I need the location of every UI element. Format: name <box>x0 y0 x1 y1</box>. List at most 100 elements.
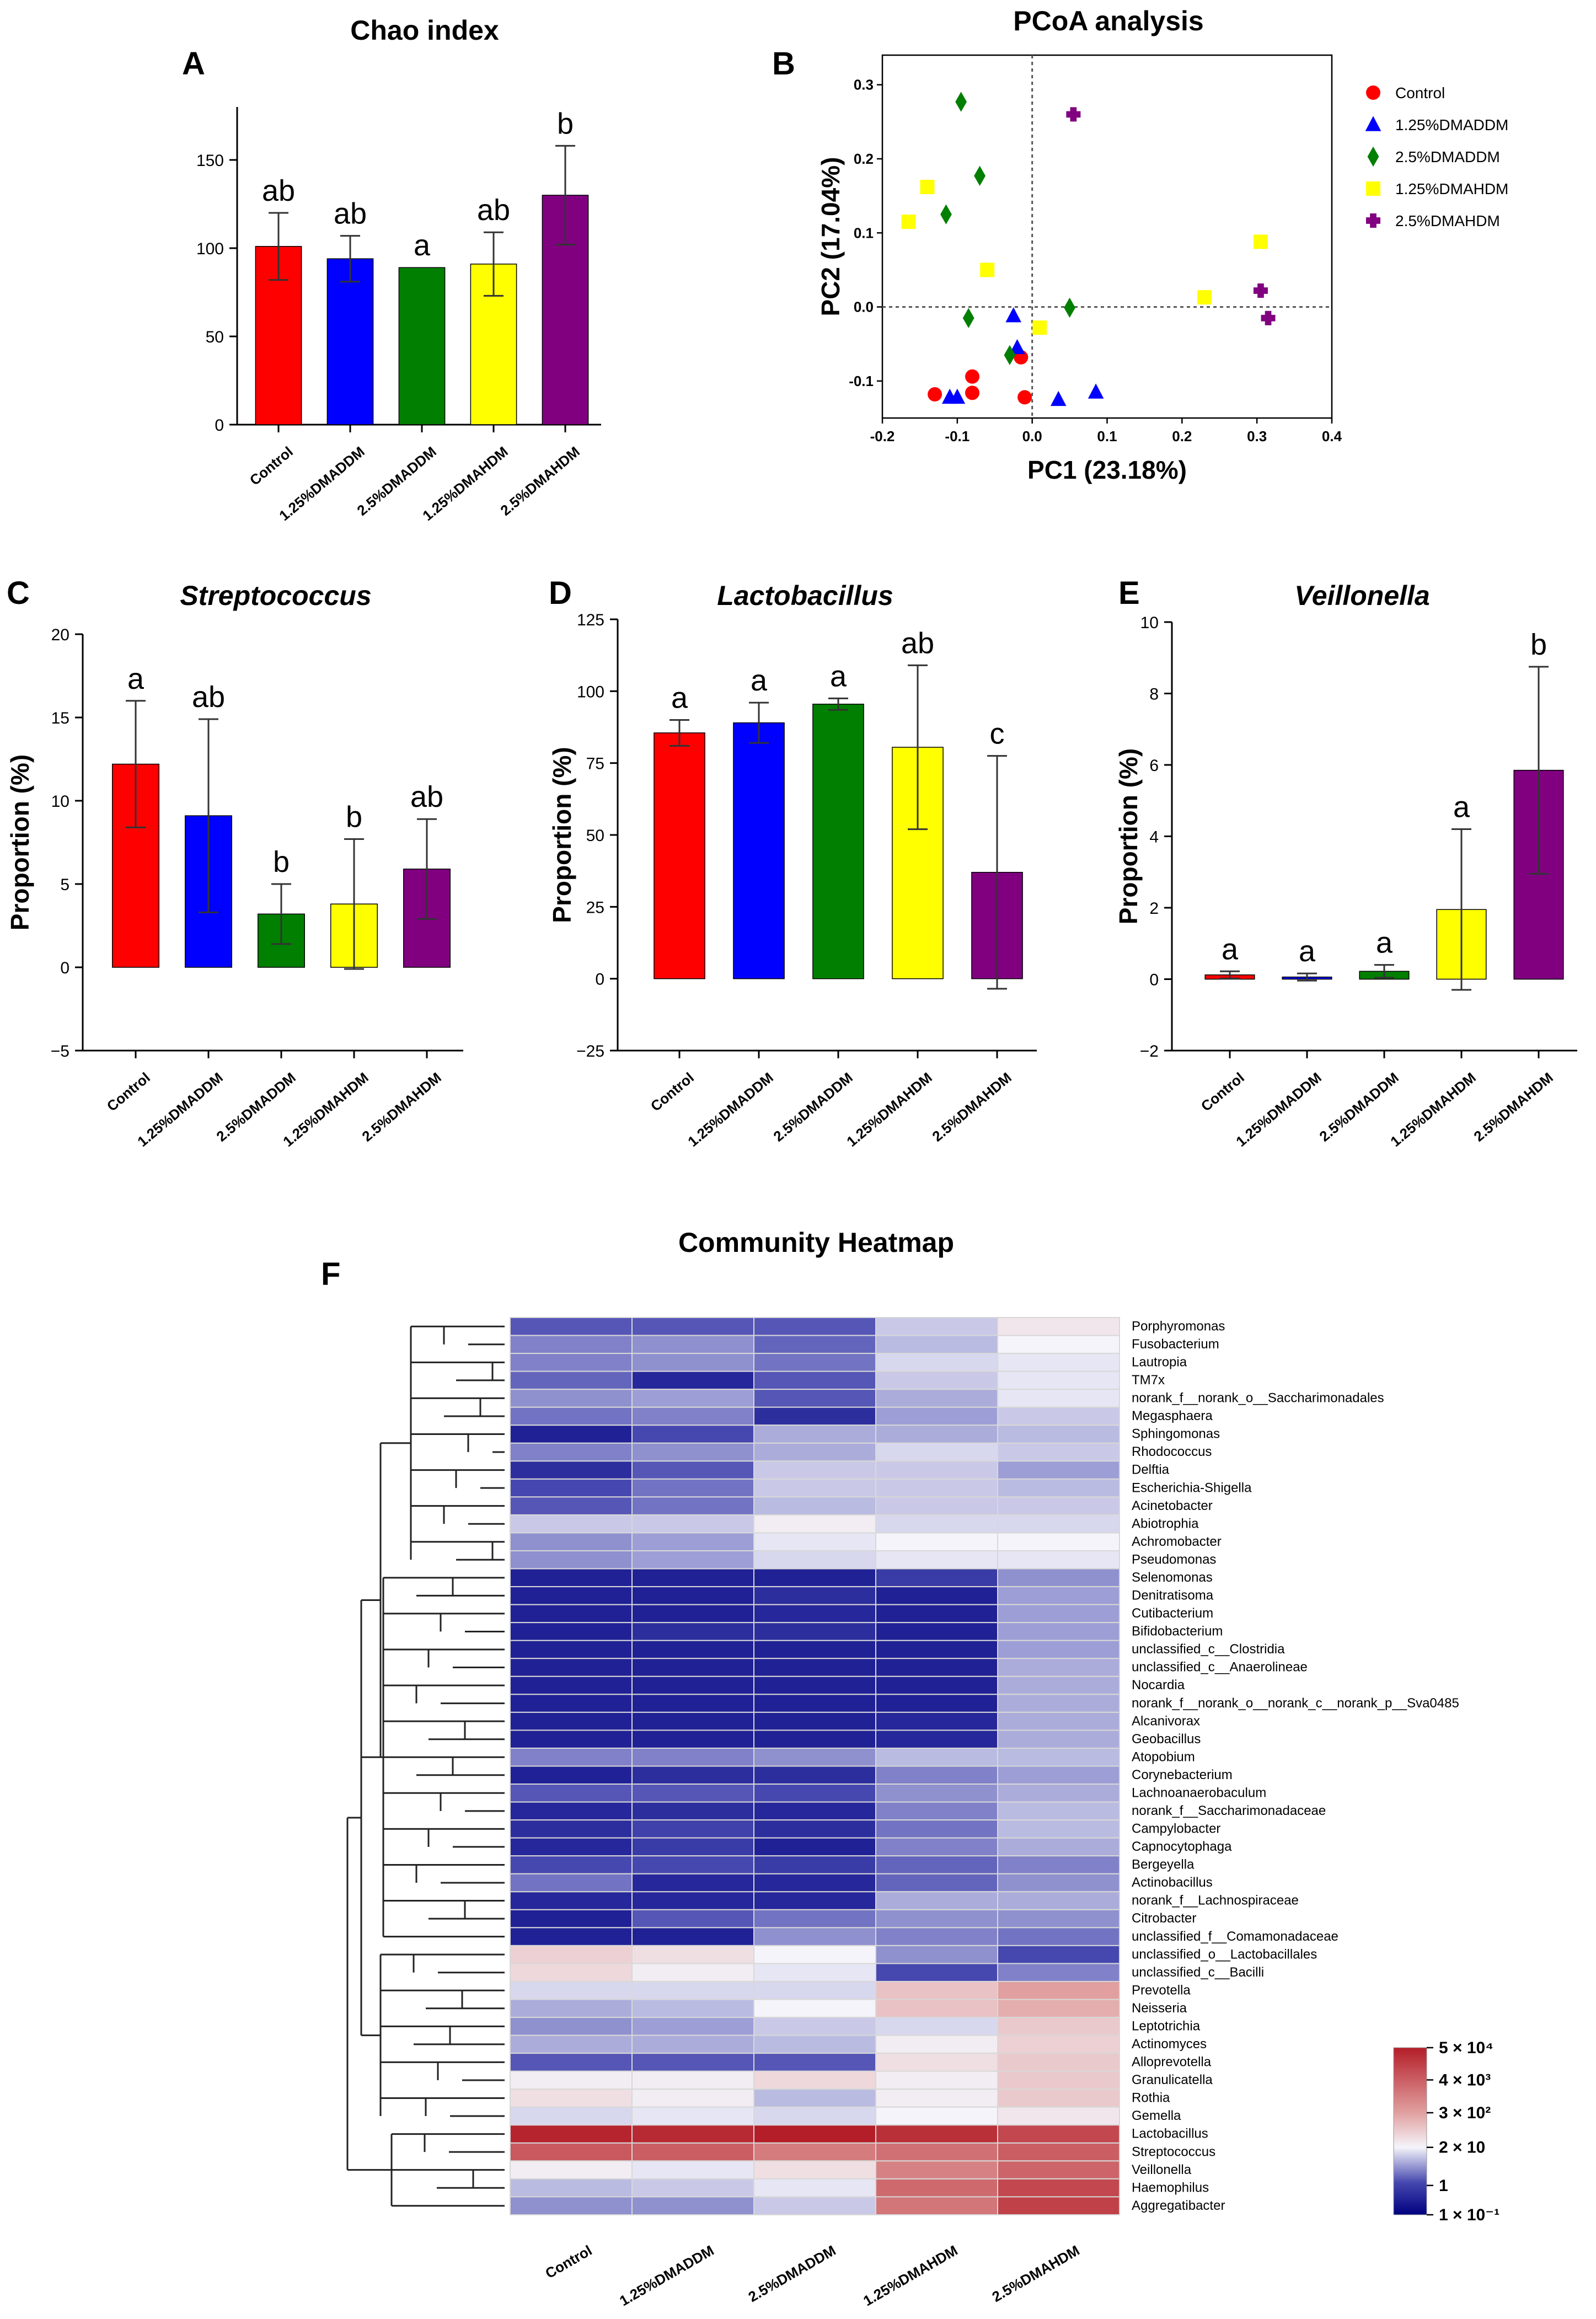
chart-title: PCoA analysis <box>1013 6 1204 36</box>
heatmap-row-label: Porphyromonas <box>1132 1319 1225 1333</box>
heatmap-cell <box>997 1963 1120 1982</box>
heatmap-row-label: Aggregatibacter <box>1132 2198 1225 2213</box>
heatmap-cell <box>631 1370 754 1390</box>
heatmap-cell <box>997 1389 1120 1408</box>
point-control <box>965 385 979 400</box>
heatmap-row-label: Campylobacter <box>1132 1822 1220 1836</box>
heatmap-row-label: Atopobium <box>1132 1749 1195 1764</box>
y-tick-label: 8 <box>1149 685 1159 704</box>
heatmap-cell <box>997 2070 1120 2090</box>
x-tick-label: Control <box>1198 1069 1247 1115</box>
heatmap-cell <box>631 1442 754 1462</box>
point-1-25-dmahdm <box>1197 290 1212 305</box>
heatmap-cell <box>997 2034 1120 2054</box>
heatmap-cell <box>997 1496 1120 1515</box>
y-tick-label: 0.2 <box>854 151 874 167</box>
heatmap-cell <box>875 2106 998 2126</box>
heatmap-cell <box>631 1837 754 1857</box>
point-2-5-dmahdm <box>1253 283 1268 298</box>
heatmap-row-label: Selenomonas <box>1132 1570 1213 1585</box>
panel-c: C Streptococcus −5 0 5 10 15 20 Proportion (%) a C… <box>6 575 463 1150</box>
heatmap-row-label: Sphingomonas <box>1132 1427 1220 1442</box>
heatmap-cell <box>875 1927 998 1946</box>
heatmap-cell <box>875 1801 998 1821</box>
point-2-5-dmahdm <box>1261 310 1276 325</box>
heatmap-row-label: Leptotrichia <box>1132 2018 1201 2033</box>
heatmap-cell <box>753 2070 876 2090</box>
heatmap-cell <box>631 1406 754 1426</box>
heatmap-cell <box>875 1406 998 1426</box>
heatmap-cell <box>510 2017 633 2036</box>
heatmap-cell <box>875 1568 998 1588</box>
heatmap-cell <box>631 1478 754 1498</box>
y-tick-label: 50 <box>206 328 224 346</box>
heatmap-cell <box>997 1837 1120 1857</box>
heatmap-cell <box>875 2088 998 2108</box>
heatmap-row-label: unclassified_o__Lactobacillales <box>1132 1947 1317 1962</box>
heatmap-cell <box>875 2017 998 2036</box>
y-axis-label: Proportion (%) <box>548 747 576 923</box>
heatmap-cell <box>510 1999 633 2018</box>
heatmap-cell <box>997 1999 1120 2018</box>
y-tick-label: 0 <box>60 959 69 977</box>
heatmap-row-label: Megasphaera <box>1132 1408 1213 1423</box>
heatmap-cell <box>753 1550 876 1570</box>
heatmap-cell <box>631 2142 754 2162</box>
heatmap-column-label: Control <box>542 2242 595 2281</box>
heatmap-cell <box>753 2160 876 2179</box>
heatmap-cell <box>997 2124 1120 2144</box>
heatmap-cell <box>510 1909 633 1929</box>
heatmap-cell <box>997 1658 1120 1677</box>
y-tick-label: 125 <box>577 611 604 629</box>
heatmap-cell <box>875 2124 998 2144</box>
point-control <box>1017 390 1032 405</box>
chart-title: Streptococcus <box>180 580 371 611</box>
heatmap-cell <box>875 1711 998 1731</box>
heatmap-cell <box>997 1675 1120 1695</box>
heatmap-cell <box>631 1335 754 1354</box>
heatmap-cell <box>875 1694 998 1713</box>
significance-letter: a <box>671 681 688 714</box>
heatmap-cell <box>875 1478 998 1498</box>
heatmap-row-label: Lachnoanaerobaculum <box>1132 1785 1266 1800</box>
heatmap-cell <box>875 1765 998 1785</box>
heatmap-row-label: Lautropia <box>1132 1355 1187 1370</box>
panel-letter: D <box>549 575 572 611</box>
heatmap-cell <box>631 1586 754 1605</box>
heatmap-cell <box>753 1819 876 1839</box>
heatmap-row-label: Acinetobacter <box>1132 1498 1213 1513</box>
heatmap-cell <box>753 1909 876 1929</box>
heatmap-row-label: Geobacillus <box>1132 1732 1201 1747</box>
heatmap-row-label: Veillonella <box>1132 2162 1192 2177</box>
heatmap-cell <box>997 1729 1120 1749</box>
heatmap-cell <box>875 1317 998 1336</box>
heatmap-cell <box>875 1460 998 1480</box>
heatmap-cell <box>631 2088 754 2108</box>
point-control <box>965 369 979 384</box>
heatmap-cell <box>631 1675 754 1695</box>
heatmap-cell <box>753 1568 876 1588</box>
heatmap-cell <box>875 1999 998 2018</box>
heatmap-cell <box>753 1980 876 2000</box>
heatmap-cell <box>631 2124 754 2144</box>
bar-2-5-dmaddm <box>812 704 864 979</box>
heatmap-cell <box>753 1658 876 1677</box>
heatmap-cell <box>510 1370 633 1390</box>
significance-letter: ab <box>334 197 367 231</box>
heatmap-cell <box>753 1891 876 1910</box>
legend-label: 2.5%DMADDM <box>1395 148 1500 165</box>
y-tick-label: −25 <box>576 1042 604 1061</box>
panel-letter: A <box>182 46 205 82</box>
chart-title: Lactobacillus <box>717 580 893 611</box>
heatmap-cell <box>510 1765 633 1785</box>
heatmap-cell <box>997 1317 1120 1336</box>
heatmap-cell <box>997 1550 1120 1570</box>
x-tick-label: 1.25%DMAHDM <box>843 1069 935 1150</box>
point-1-25-dmaddm <box>1009 339 1025 355</box>
x-tick-label: 2.5%DMAHDM <box>929 1069 1014 1145</box>
heatmap-cell <box>631 1945 754 1964</box>
heatmap-cell <box>631 1765 754 1785</box>
heatmap-cell <box>875 1442 998 1462</box>
heatmap-cell <box>875 1675 998 1695</box>
heatmap-row-label: Bifidobacterium <box>1132 1624 1223 1639</box>
